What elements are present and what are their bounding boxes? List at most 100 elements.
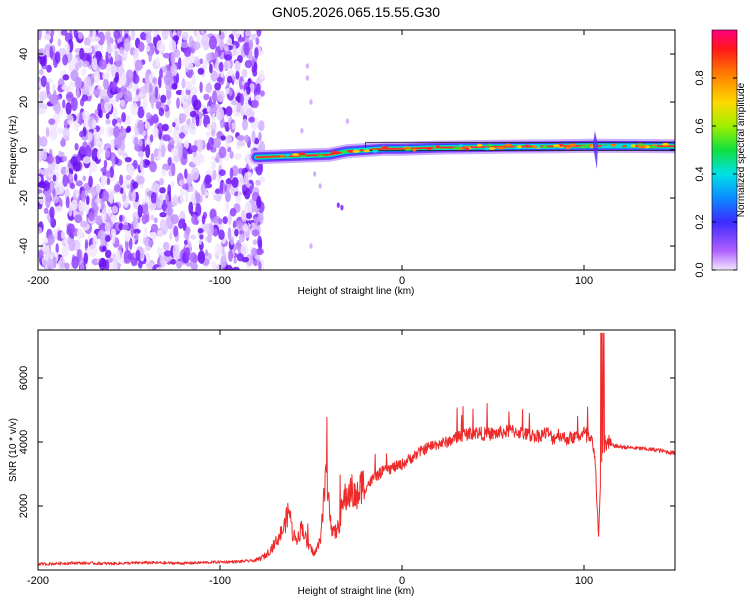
- noise-speckle: [245, 60, 253, 68]
- noise-speckle: [52, 188, 55, 197]
- noise-speckle: [49, 127, 57, 140]
- noise-speckle: [113, 29, 120, 39]
- noise-speckle: [188, 186, 194, 192]
- noise-speckle: [163, 134, 171, 141]
- noise-speckle: [220, 181, 224, 194]
- noise-speckle: [236, 220, 242, 228]
- noise-speckle: [340, 205, 343, 211]
- trace-blob: [372, 150, 377, 153]
- noise-speckle: [38, 250, 44, 259]
- noise-speckle: [152, 127, 158, 136]
- noise-speckle: [167, 100, 171, 105]
- noise-speckle: [127, 165, 135, 175]
- noise-speckle: [150, 215, 154, 221]
- noise-speckle: [140, 158, 144, 172]
- noise-speckle: [225, 202, 229, 212]
- noise-speckle: [206, 53, 212, 62]
- noise-speckle: [99, 109, 103, 118]
- noise-speckle: [57, 127, 63, 134]
- noise-speckle: [102, 246, 107, 252]
- noise-speckle: [230, 168, 234, 180]
- noise-speckle: [132, 96, 139, 102]
- noise-speckle: [104, 160, 107, 169]
- colorbar-tick-label: 0.2: [694, 214, 706, 229]
- noise-speckle: [193, 41, 201, 50]
- spectrogram-x-tick-label: 100: [575, 275, 593, 287]
- noise-speckle: [242, 69, 248, 78]
- noise-speckle: [319, 183, 322, 189]
- spectrogram-y-tick-label: 20: [18, 96, 30, 108]
- noise-speckle: [124, 259, 131, 264]
- noise-speckle: [53, 175, 57, 182]
- noise-speckle: [138, 205, 143, 218]
- noise-speckle: [241, 210, 246, 222]
- noise-speckle: [89, 162, 97, 173]
- noise-speckle: [58, 39, 62, 47]
- noise-speckle: [110, 261, 118, 274]
- spectrogram-y-tick-label: -20: [18, 190, 30, 206]
- noise-speckle: [218, 218, 222, 224]
- noise-speckle: [232, 122, 236, 130]
- noise-speckle: [300, 128, 303, 134]
- trace-blob: [497, 147, 505, 150]
- noise-speckle: [259, 70, 264, 80]
- trace-blob: [650, 146, 657, 149]
- noise-speckle: [75, 143, 79, 150]
- noise-speckle: [179, 114, 187, 120]
- noise-speckle: [230, 208, 237, 217]
- noise-speckle: [150, 203, 157, 210]
- noise-speckle: [160, 219, 167, 232]
- noise-speckle: [145, 122, 151, 130]
- noise-speckle: [62, 54, 68, 65]
- trace-blob: [364, 149, 370, 152]
- noise-speckle: [100, 168, 107, 173]
- noise-speckle: [126, 126, 131, 133]
- noise-speckle: [115, 72, 119, 82]
- noise-speckle: [74, 173, 77, 181]
- noise-speckle: [155, 86, 158, 99]
- noise-speckle: [164, 250, 172, 256]
- noise-speckle: [88, 212, 95, 222]
- noise-speckle: [67, 114, 73, 120]
- noise-speckle: [81, 68, 87, 76]
- noise-speckle: [207, 106, 210, 113]
- noise-speckle: [113, 107, 118, 120]
- noise-speckle: [235, 61, 240, 72]
- trace-blob: [318, 155, 324, 158]
- noise-speckle: [77, 153, 81, 163]
- figure-title: GN05.2026.065.15.55.G30: [272, 4, 440, 20]
- noise-speckle: [187, 62, 194, 70]
- noise-speckle: [100, 89, 108, 99]
- noise-speckle: [180, 193, 183, 204]
- spectrogram-y-label: Frequency (Hz): [8, 116, 19, 185]
- trace-blob: [580, 146, 588, 149]
- noise-speckle: [190, 252, 198, 263]
- noise-speckle: [136, 250, 141, 261]
- noise-speckle: [152, 77, 157, 84]
- noise-speckle: [77, 229, 84, 240]
- noise-speckle: [49, 207, 54, 219]
- noise-speckle: [208, 137, 214, 150]
- trace-blob: [477, 144, 483, 147]
- noise-speckle: [50, 182, 53, 191]
- trace-blob: [298, 152, 305, 155]
- snr-x-tick-label: 100: [575, 575, 593, 587]
- noise-speckle: [177, 24, 181, 37]
- noise-speckle: [198, 250, 205, 263]
- noise-speckle: [259, 176, 265, 182]
- noise-speckle: [111, 81, 117, 93]
- spectrogram-y-tick-label: 0: [18, 147, 30, 153]
- noise-speckle: [219, 39, 224, 51]
- noise-speckle: [188, 202, 193, 215]
- noise-speckle: [179, 218, 185, 224]
- trace-blob: [464, 147, 469, 150]
- noise-speckle: [94, 206, 98, 217]
- noise-speckle: [159, 178, 164, 185]
- noise-speckle: [190, 87, 197, 95]
- noise-speckle: [215, 244, 223, 257]
- trace-blob: [292, 153, 299, 156]
- noise-speckle: [92, 119, 96, 129]
- noise-speckle: [225, 135, 232, 144]
- noise-speckle: [212, 90, 217, 103]
- noise-speckle: [184, 124, 188, 131]
